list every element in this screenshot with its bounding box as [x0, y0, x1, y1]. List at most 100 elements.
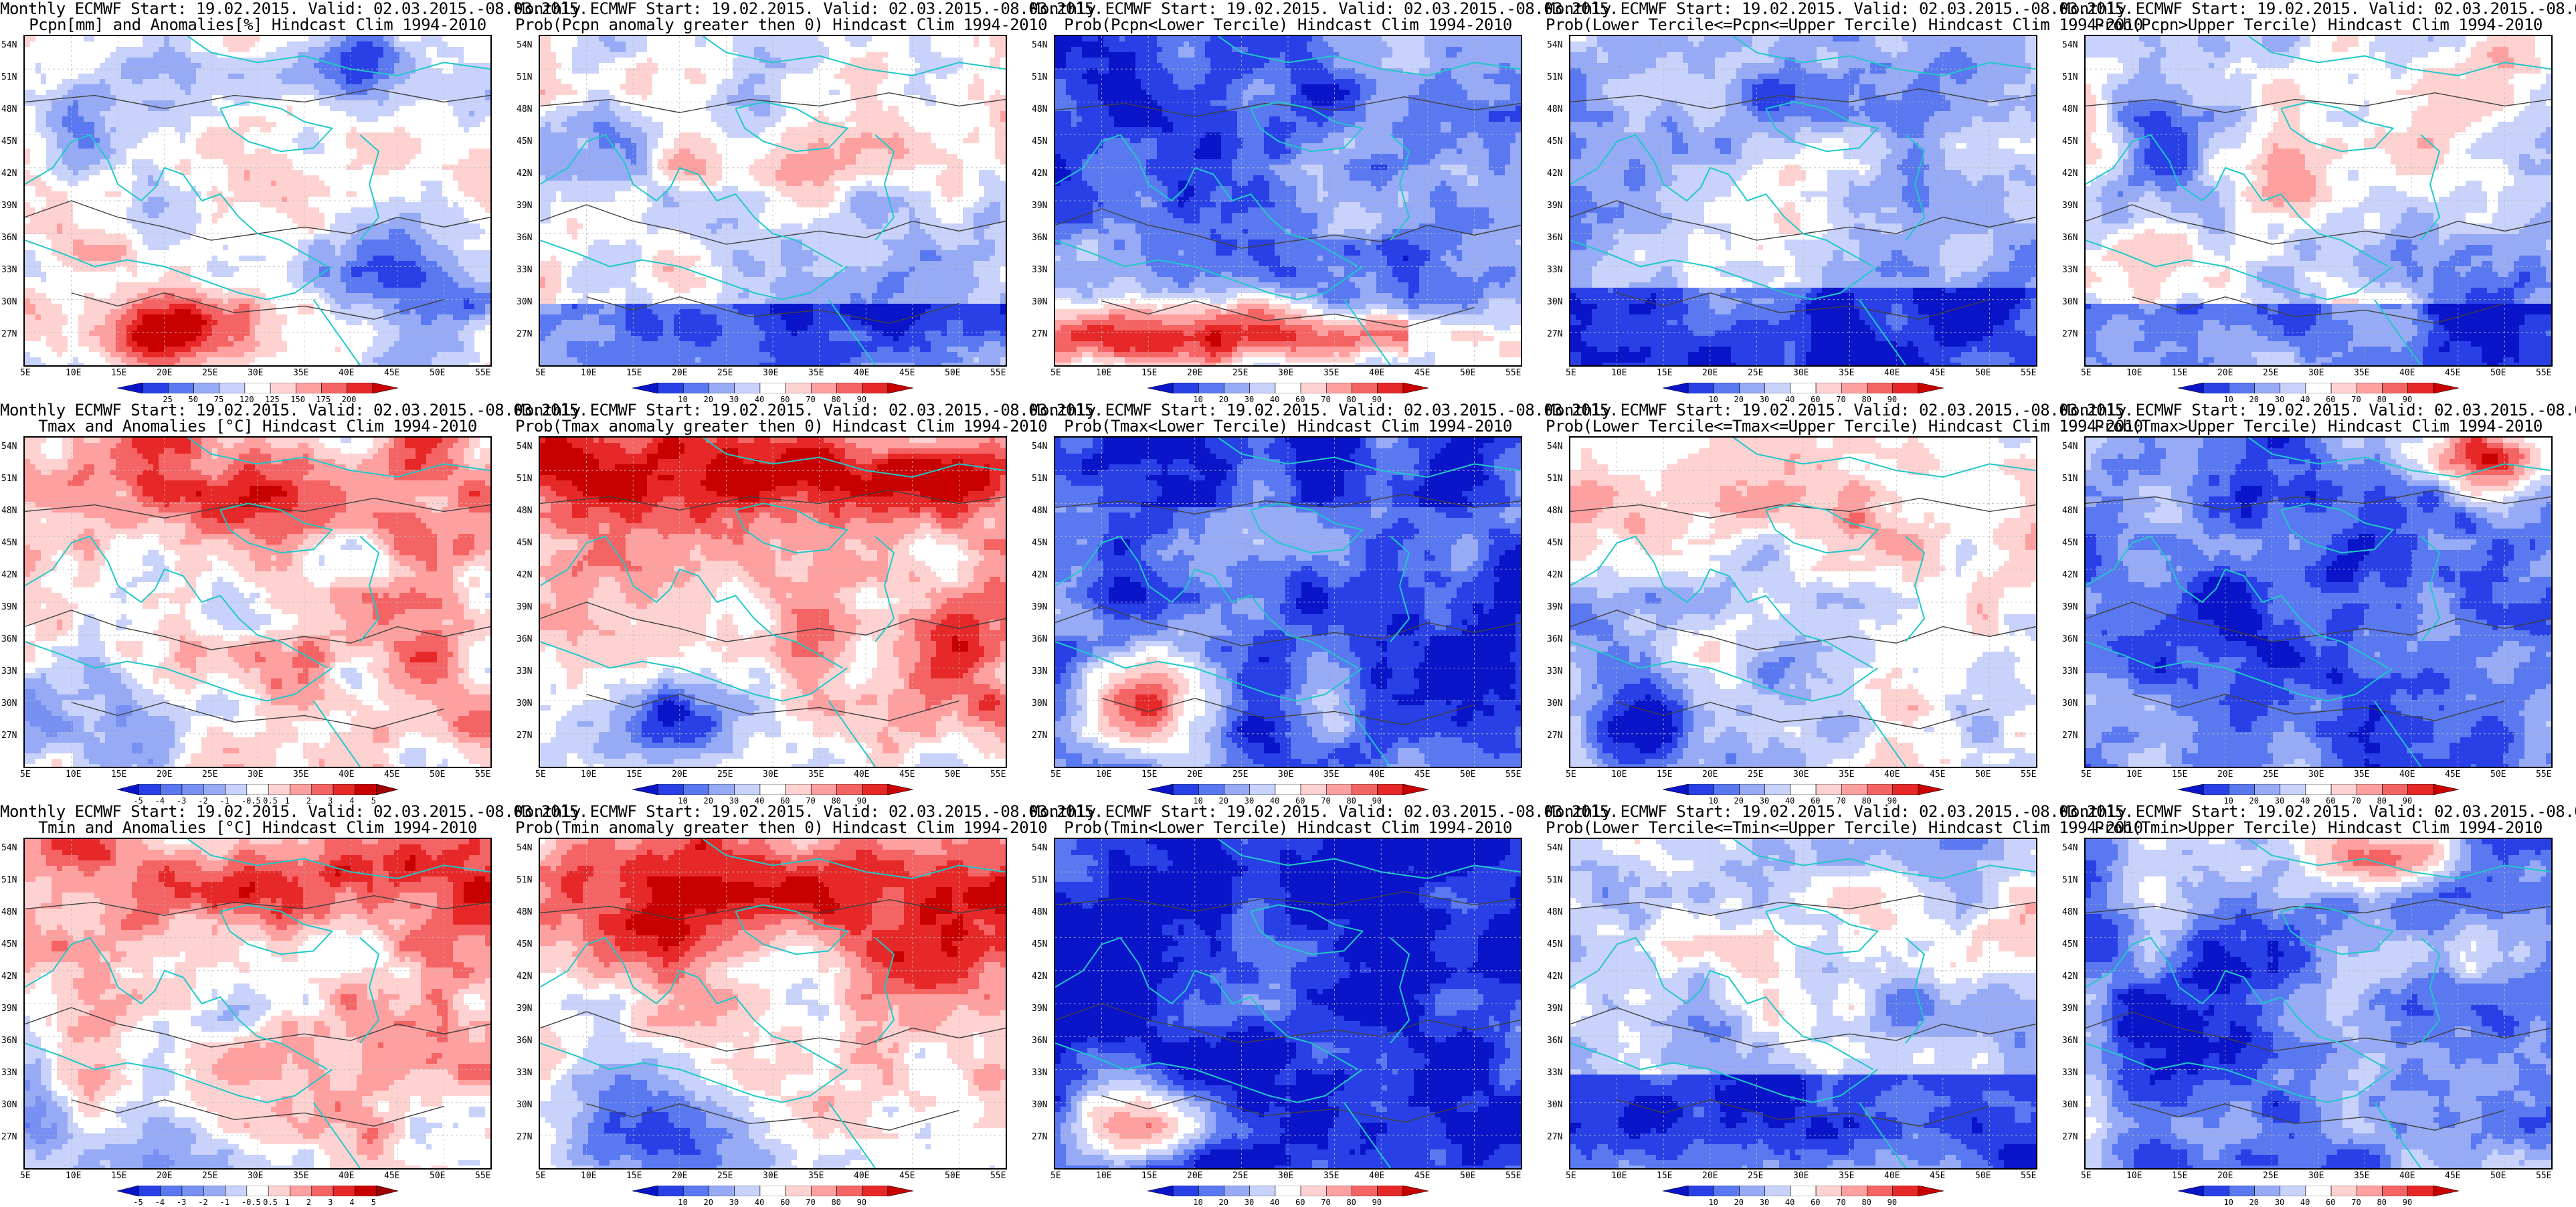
- longitude-label: 20E: [1187, 368, 1202, 378]
- longitude-label: 10E: [66, 1171, 81, 1181]
- map-panel: Monthly ECMWF Start: 19.02.2015. Valid: …: [515, 0, 1030, 401]
- latitude-label: 39N: [1032, 201, 1047, 211]
- longitude-label: 5E: [1566, 368, 1576, 378]
- panel-title-line-2: Prob(Lower Tercile<=Tmax<=Upper Tercile)…: [1546, 417, 2061, 435]
- latitude-label: 30N: [517, 297, 532, 307]
- forecast-map: [1569, 436, 2037, 768]
- latitude-label: 39N: [2062, 602, 2078, 612]
- latitude-label: 54N: [1, 40, 17, 50]
- latitude-label: 36N: [517, 233, 532, 243]
- longitude-label: 50E: [2490, 1171, 2506, 1181]
- map-panel: Monthly ECMWF Start: 19.02.2015. Valid: …: [0, 401, 515, 803]
- latitude-label: 33N: [1, 265, 17, 275]
- latitude-label: 30N: [2062, 297, 2078, 307]
- forecast-map: [23, 35, 492, 367]
- longitude-label: 55E: [2536, 1171, 2551, 1181]
- longitude-label: 25E: [1232, 368, 1248, 378]
- latitude-label: 42N: [2062, 169, 2078, 179]
- color-scale-label: -3: [177, 1198, 186, 1207]
- color-scale-label: 90: [857, 1198, 866, 1207]
- longitude-label: 55E: [1505, 1171, 1521, 1181]
- map-panel: Monthly ECMWF Start: 19.02.2015. Valid: …: [2061, 401, 2576, 803]
- panel-title-line-2: Prob(Tmax<Lower Tercile) Hindcast Clim 1…: [1030, 417, 1546, 435]
- latitude-label: 45N: [517, 939, 532, 949]
- color-scale-bar: [1663, 383, 1944, 393]
- forecast-map: [539, 35, 1007, 367]
- latitude-label: 36N: [1, 233, 17, 243]
- latitude-label: 48N: [1032, 907, 1047, 917]
- longitude-label: 40E: [2399, 1171, 2415, 1181]
- latitude-label: 48N: [517, 907, 532, 917]
- latitude-label: 54N: [1032, 843, 1047, 853]
- latitude-label: 39N: [1547, 602, 1562, 612]
- latitude-label: 27N: [1032, 731, 1047, 741]
- latitude-label: 27N: [1, 329, 17, 339]
- latitude-label: 51N: [1547, 875, 1562, 885]
- latitude-label: 48N: [517, 506, 532, 516]
- longitude-label: 55E: [2021, 769, 2036, 779]
- longitude-label: 10E: [581, 769, 596, 779]
- longitude-label: 55E: [1505, 769, 1521, 779]
- color-scale-bar: [2178, 383, 2459, 393]
- latitude-label: 48N: [1, 907, 17, 917]
- color-scale-label: 40: [2300, 1198, 2310, 1207]
- longitude-label: 30E: [763, 769, 778, 779]
- longitude-label: 20E: [1702, 769, 1718, 779]
- longitude-label: 40E: [854, 1171, 869, 1181]
- latitude-label: 33N: [1547, 265, 1562, 275]
- color-scale-label: 30: [2275, 1198, 2284, 1207]
- forecast-map: [1569, 838, 2037, 1170]
- longitude-label: 30E: [248, 769, 263, 779]
- longitude-label: 40E: [854, 769, 869, 779]
- longitude-label: 25E: [202, 368, 217, 378]
- color-scale-label: 10: [678, 1198, 687, 1207]
- longitude-label: 30E: [763, 1171, 778, 1181]
- longitude-label: 20E: [1187, 1171, 1202, 1181]
- latitude-label: 51N: [517, 875, 532, 885]
- longitude-label: 15E: [1141, 368, 1157, 378]
- color-scale-label: 80: [2377, 1198, 2386, 1207]
- longitude-label: 55E: [1505, 368, 1521, 378]
- color-scale-label: 20: [704, 1198, 713, 1207]
- longitude-label: 55E: [2536, 769, 2551, 779]
- latitude-label: 33N: [517, 265, 532, 275]
- latitude-label: 48N: [2062, 104, 2078, 114]
- longitude-label: 45E: [384, 368, 399, 378]
- latitude-label: 39N: [517, 1004, 532, 1014]
- map-panel: Monthly ECMWF Start: 19.02.2015. Valid: …: [0, 803, 515, 1204]
- longitude-label: 40E: [2399, 368, 2415, 378]
- latitude-label: 27N: [1547, 731, 1562, 741]
- longitude-label: 10E: [581, 368, 596, 378]
- latitude-label: 39N: [1032, 602, 1047, 612]
- longitude-label: 50E: [430, 1171, 445, 1181]
- longitude-label: 35E: [808, 769, 824, 779]
- panel-title-line-2: Prob(Tmin>Upper Tercile) Hindcast Clim 1…: [2061, 819, 2576, 836]
- color-scale-bar: [2178, 784, 2459, 795]
- latitude-label: 39N: [2062, 1004, 2078, 1014]
- panel-title-line-2: Prob(Tmin<Lower Tercile) Hindcast Clim 1…: [1030, 819, 1546, 836]
- color-scale-label: 10: [2223, 1198, 2233, 1207]
- color-scale-label: -2: [198, 1198, 207, 1207]
- color-scale-label: 10: [1708, 1198, 1718, 1207]
- color-scale-label: 40: [755, 1198, 764, 1207]
- longitude-label: 15E: [2172, 1171, 2187, 1181]
- latitude-label: 45N: [1032, 538, 1047, 548]
- latitude-label: 42N: [1, 971, 17, 982]
- map-panel: Monthly ECMWF Start: 19.02.2015. Valid: …: [0, 0, 515, 401]
- latitude-label: 27N: [1032, 329, 1047, 339]
- longitude-label: 30E: [2308, 769, 2324, 779]
- map-panel: Monthly ECMWF Start: 19.02.2015. Valid: …: [1030, 0, 1546, 401]
- latitude-label: 30N: [517, 1100, 532, 1110]
- latitude-label: 45N: [517, 136, 532, 147]
- color-scale-label: -5: [133, 1198, 143, 1207]
- latitude-label: 51N: [1032, 72, 1047, 82]
- latitude-label: 51N: [1547, 474, 1562, 484]
- panel-title-line-2: Prob(Pcpn>Upper Tercile) Hindcast Clim 1…: [2061, 16, 2576, 33]
- longitude-label: 5E: [1050, 769, 1061, 779]
- map-panel: Monthly ECMWF Start: 19.02.2015. Valid: …: [2061, 0, 2576, 401]
- longitude-label: 40E: [1884, 1171, 1900, 1181]
- color-scale-bar: [117, 784, 398, 795]
- latitude-label: 39N: [1032, 1004, 1047, 1014]
- longitude-label: 25E: [1232, 769, 1248, 779]
- color-scale-label: 40: [1785, 1198, 1795, 1207]
